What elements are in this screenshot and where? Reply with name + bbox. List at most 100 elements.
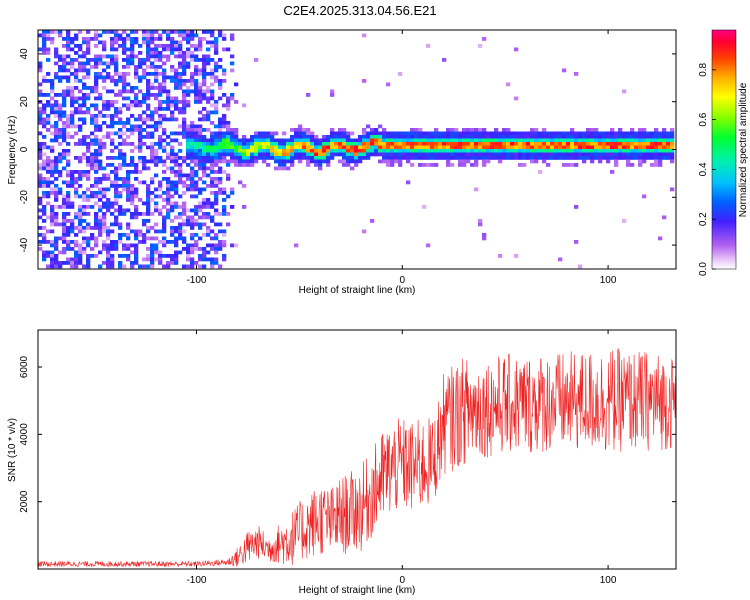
spectrogram-cell [210,247,215,251]
spectrogram-cell [154,128,159,132]
colorbar-tick-label: 0.8 [698,62,709,76]
spectrogram-cell [154,173,159,178]
spectrogram-cell [594,152,599,157]
spectrogram-cell [58,222,63,227]
spectrogram-cell [434,152,439,157]
spectrogram-cell [330,93,335,97]
spectrogram-cell [86,163,91,167]
spectrogram-cell [158,208,163,213]
spectrogram-cell [78,219,83,223]
spectrogram-cell [74,33,79,38]
spectrogram-cell [106,250,111,255]
spectrogram-cell [86,264,91,269]
spectrogram-cell [386,138,391,143]
spectrogram-cell [222,47,227,52]
spectrogram-cell [82,68,87,73]
spectrogram-cell [210,96,215,101]
spectrogram-cell [502,149,507,153]
colorbar: 0.00.20.40.60.8 Normalized spectral ampl… [698,29,749,276]
spectrogram-cell [642,145,647,150]
spectrogram-cell [562,163,567,167]
spectrogram-cell [134,170,139,174]
spectrogram-cell [94,219,99,223]
spectrogram-cell [170,117,175,122]
spectrogram-cell [366,156,371,160]
spectrogram-cell [138,103,143,108]
spectrogram-cell [98,61,103,66]
spectrogram-cell [82,198,87,202]
spectrogram-cell [590,138,595,143]
spectrogram-cell [46,114,51,118]
spectrogram-cell [386,156,391,160]
spectrogram-cell [310,152,315,157]
spectrogram-cell [602,156,607,160]
spectrogram-cell [98,152,103,157]
spectrogram-cell [50,163,55,167]
spectrogram-cell [190,89,195,94]
spectrogram-cell [62,135,67,139]
spectrogram-cell [78,68,83,73]
spectrogram-cell [118,226,123,230]
spectrogram-cell [170,149,175,153]
spectrogram-cell [282,152,287,157]
spectrogram-cell [98,72,103,76]
spectrogram-cell [606,138,611,143]
spectrogram-cell [226,145,231,150]
spectrogram-cell [110,212,115,216]
spectrogram-cell [478,135,483,139]
spectrogram-cell [150,236,155,241]
spectrogram-cell [130,187,135,192]
spectrogram-cell [190,261,195,265]
spectrogram-cell [138,124,143,129]
spectrogram-cell [54,236,59,241]
spectrogram-cell [194,86,199,90]
spectrogram-cell [490,138,495,143]
spectrogram-cell [94,117,99,122]
spectrogram-cell [226,222,231,227]
spectrogram-cell [606,145,611,150]
spectrogram-cell [54,194,59,199]
spectrogram-cell [66,205,71,209]
spectrogram-cell [358,156,363,160]
spectrogram-cell [282,159,287,164]
spectrogram-cell [162,131,167,136]
spectrogram-cell [214,163,219,167]
spectrogram-cell [330,131,335,136]
spectrogram-cell [226,194,231,199]
spectrogram-cell [174,138,179,143]
spectrogram-cell [110,117,115,122]
spectrogram-cell [234,149,239,153]
spectrogram-cell [642,149,647,153]
spectrogram-cell [74,110,79,115]
spectrogram-cell [174,103,179,108]
spectrogram-cell [210,121,215,125]
spectrogram-cell [122,37,127,41]
spectrogram-cell [506,156,511,160]
spectrogram-cell [598,159,603,164]
spectrogram-cell [50,159,55,164]
spectrogram-cell [218,191,223,195]
spectrogram-cell [142,128,147,132]
spectrogram-cell [362,229,367,234]
spectrogram-cell [62,222,67,227]
spectrogram-cell [222,152,227,157]
snr-x-tick-label: 0 [399,575,405,586]
spectrogram-cell [150,65,155,69]
spectrogram-cell [98,205,103,209]
spectrogram-cell [170,51,175,55]
spectrogram-cell [222,135,227,139]
spectrogram-cell [54,128,59,132]
spectrogram-cell [86,107,91,111]
spectrogram-cell [490,149,495,153]
spectrogram-cell [610,128,615,132]
spectrogram-cell [110,264,115,269]
spectrogram-cell [122,180,127,185]
spectrogram-cell [170,254,175,258]
spectrogram-cell [78,110,83,115]
spectrogram-cell [202,135,207,139]
spectrogram-cell [658,142,663,146]
spectrogram-cell [482,236,487,241]
spectrogram-cell [86,159,91,164]
spectrogram-cell [626,142,631,146]
